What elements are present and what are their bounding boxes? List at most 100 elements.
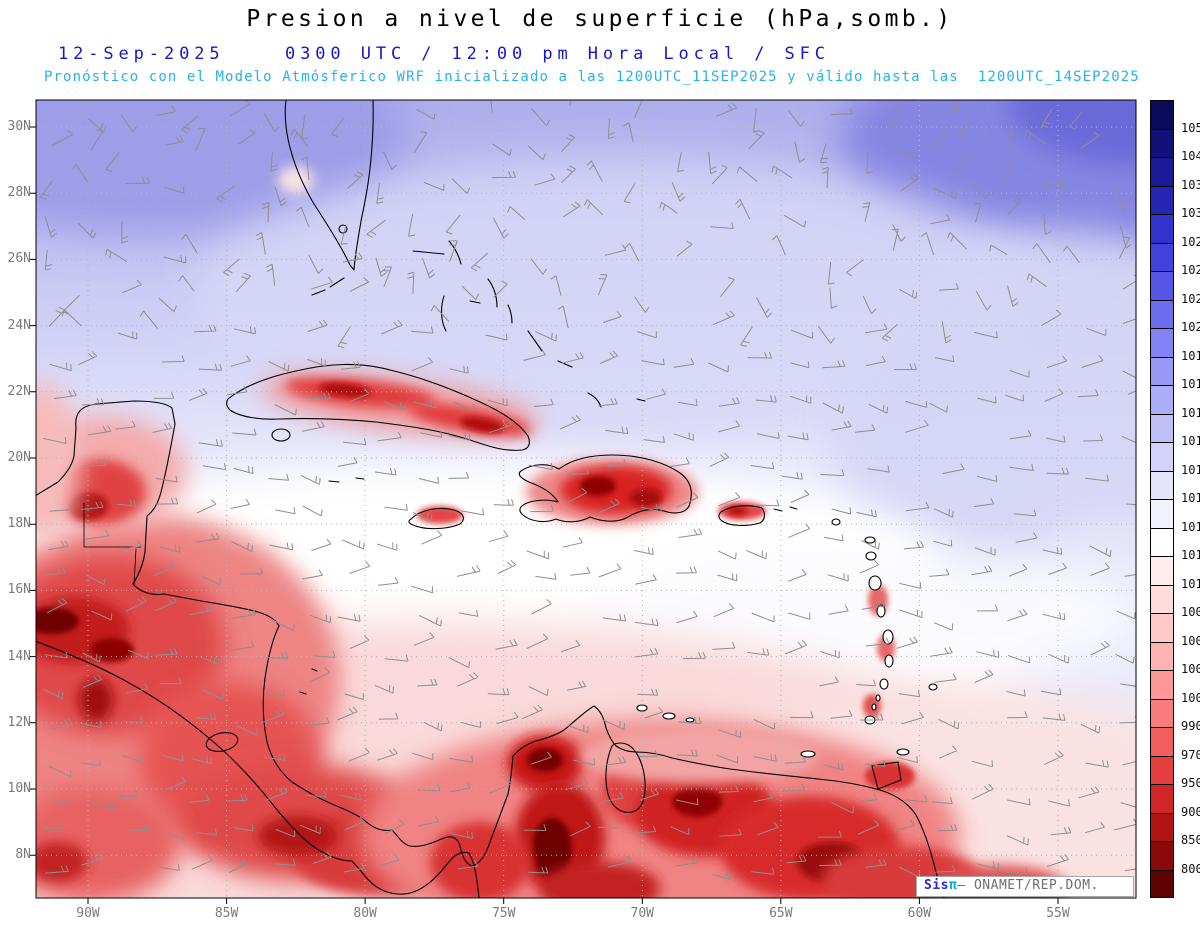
lon-tick-80W: 80W (353, 906, 377, 921)
chart-title: Presion a nivel de superficie (hPa,somb.… (246, 6, 954, 32)
watermark: Sisπ— ONAMET/REP.DOM. (916, 876, 1134, 897)
colorbar-cell (1151, 671, 1173, 700)
colorbar-label-1025: 1025 (1181, 263, 1200, 277)
country-borders (83, 502, 142, 586)
lat-tick-10N: 10N (7, 781, 31, 796)
chart-datetime-line: 12-Sep-2025 0300 UTC / 12:00 pm Hora Loc… (58, 44, 830, 64)
watermark-pi-symbol: π (948, 878, 958, 893)
colorbar-cell (1151, 585, 1173, 614)
colorbar-cell (1151, 842, 1173, 871)
coast-puerto-rico (718, 505, 798, 526)
colorbar-cell (1151, 443, 1173, 472)
colorbar-label-1014: 1014 (1181, 491, 1200, 505)
colorbar-cell (1151, 329, 1173, 358)
lat-tick-14N: 14N (7, 648, 31, 664)
colorbar-label-1019: 1019 (1181, 348, 1200, 363)
chart-forecast-line: Pronóstico con el Modelo Atmósferico WRF… (44, 69, 1140, 85)
colorbar-cell (1151, 471, 1173, 500)
cayman-islands (328, 477, 365, 483)
grid-lines (36, 100, 1136, 898)
colorbar-label-1030: 1030 (1181, 206, 1200, 220)
lat-tick-26N: 26N (7, 251, 31, 267)
colorbar-cell (1151, 870, 1173, 897)
colorbar-cell (1151, 557, 1173, 586)
pressure-colorbar (1150, 100, 1174, 898)
colorbar-label-1028: 1028 (1181, 234, 1200, 249)
colorbar-cell (1151, 728, 1173, 757)
colorbar-cell (1151, 813, 1173, 842)
colorbar-label-1012: 1012 (1181, 548, 1200, 562)
colorbar-cell (1151, 500, 1173, 529)
lesser-antilles (636, 518, 938, 758)
colorbar-cell (1151, 386, 1173, 415)
colorbar-cell (1151, 300, 1173, 329)
watermark-org: — ONAMET/REP.DOM. (957, 878, 1099, 893)
colorbar-label-1000: 1000 (1181, 690, 1200, 705)
colorbar-label-970: 970 (1181, 747, 1200, 762)
colorbar-cell (1151, 186, 1173, 215)
colorbar-label-1006: 1006 (1181, 633, 1200, 648)
colorbar-label-1002: 1002 (1181, 662, 1200, 676)
colorbar-label-1022: 1022 (1181, 291, 1200, 306)
lat-tick-22N: 22N (7, 383, 31, 399)
colorbar-label-1016: 1016 (1181, 434, 1200, 448)
colorbar-cell (1151, 158, 1173, 187)
colorbar-cell (1151, 785, 1173, 814)
lat-tick-8N: 8N (15, 847, 31, 863)
lake-maracaibo (605, 742, 646, 813)
wind-barbs (39, 100, 1136, 881)
colorbar-label-1035: 1035 (1181, 177, 1200, 192)
lake-nicaragua (205, 732, 239, 752)
colorbar-label-1013: 1013 (1181, 519, 1200, 534)
colorbar-label-1017: 1017 (1181, 405, 1200, 420)
colorbar-cell (1151, 642, 1173, 671)
colorbar-label-900: 900 (1181, 804, 1200, 819)
coast-florida (284, 100, 374, 296)
colorbar-label-1008: 1008 (1181, 605, 1200, 619)
colorbar-label-1020: 1020 (1181, 320, 1200, 334)
san-andres-islands (299, 668, 318, 695)
colorbar-cell (1151, 243, 1173, 272)
colorbar-cell (1151, 614, 1173, 643)
colorbar-label-1040: 1040 (1181, 149, 1200, 163)
pressure-shading-blobs (36, 100, 1136, 898)
colorbar-label-1018: 1018 (1181, 377, 1200, 391)
colorbar-label-990: 990 (1181, 719, 1200, 733)
lon-tick-85W: 85W (214, 906, 239, 921)
lon-tick-65W: 65W (769, 906, 793, 921)
lon-tick-60W: 60W (907, 906, 932, 921)
lat-tick-24N: 24N (7, 317, 31, 333)
colorbar-label-950: 950 (1181, 776, 1200, 790)
lat-tick-20N: 20N (7, 450, 31, 465)
colorbar-cell (1151, 101, 1173, 130)
lat-tick-16N: 16N (7, 582, 31, 598)
colorbar-cell (1151, 129, 1173, 158)
coast-hispaniola (518, 454, 692, 523)
colorbar-cell (1151, 699, 1173, 728)
colorbar-cell (1151, 215, 1173, 244)
lon-tick-55W: 55W (1046, 906, 1070, 921)
colorbar-cell (1151, 528, 1173, 557)
lon-tick-90W: 90W (76, 906, 100, 921)
colorbar-label-1015: 1015 (1181, 462, 1200, 477)
colorbar-label-800: 800 (1181, 861, 1200, 876)
colorbar-label-1050: 1050 (1181, 120, 1200, 135)
lon-tick-70W: 70W (630, 906, 654, 921)
colorbar-cell (1151, 272, 1173, 301)
colorbar-cell (1151, 756, 1173, 785)
axis-ticks (30, 126, 1059, 904)
watermark-brand: Sis (924, 878, 949, 893)
coast-bahamas (412, 240, 646, 408)
lat-tick-18N: 18N (7, 516, 31, 532)
colorbar-cell (1151, 357, 1173, 386)
coast-mainland-pacific (36, 640, 480, 898)
lat-tick-28N: 28N (7, 185, 31, 201)
coast-mainland-caribbean (36, 400, 945, 898)
map-border (35, 99, 1137, 899)
coastlines (36, 100, 945, 898)
coast-jamaica (408, 507, 464, 530)
isla-juventud (271, 428, 291, 442)
coast-trinidad (871, 761, 902, 790)
lat-tick-12N: 12N (7, 714, 31, 730)
